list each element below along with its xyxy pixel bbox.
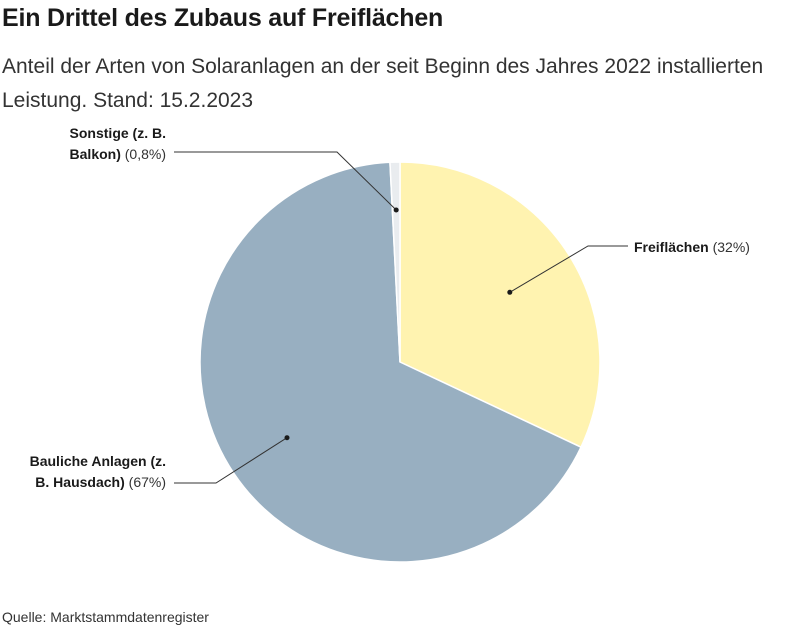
leader-dot-freiflächen: [507, 289, 513, 295]
chart-title: Ein Drittel des Zubaus auf Freiflächen: [2, 4, 444, 32]
slice-label-freiflächen: Freiflächen (32%): [634, 239, 750, 255]
slice-label-bauliche-anlagen-z-b-hausdach: B. Hausdach) (67%): [35, 474, 166, 490]
pie-slice-freiflächen: [399, 161, 601, 449]
slice-label-sonstige-z-b-balkon: Sonstige (z. B.: [70, 125, 166, 141]
leader-line-freiflächen: [509, 245, 628, 293]
pie-chart: Freiflächen (32%) Bauliche Anlagen (z. B. …: [30, 125, 750, 563]
leader-dot-bauliche-anlagen-z-b-hausdach: [284, 435, 290, 441]
slice-label-bauliche-anlagen-z-b-hausdach: Bauliche Anlagen (z.: [30, 453, 166, 469]
pie-leaders: [174, 151, 628, 484]
leader-line-sonstige-z-b-balkon: [174, 151, 397, 211]
pie-labels: Freiflächen (32%) Bauliche Anlagen (z. B. …: [30, 125, 750, 490]
slice-value-freiflächen: (32%): [709, 239, 750, 255]
leader-dot-sonstige-z-b-balkon: [393, 207, 399, 213]
pie-slice-bauliche-anlagen-z-b-hausdach: [199, 161, 582, 563]
chart-subtitle: Anteil der Arten von Solaranlagen an der…: [2, 55, 764, 112]
slice-value-sonstige-z-b-balkon: (0,8%): [121, 146, 166, 162]
slice-label-sonstige-z-b-balkon: Balkon) (0,8%): [70, 146, 166, 162]
source-note: Quelle: Marktstammdatenregister: [2, 609, 209, 625]
pie-slices: [199, 161, 601, 563]
slice-value-bauliche-anlagen-z-b-hausdach: (67%): [125, 474, 166, 490]
leader-line-bauliche-anlagen-z-b-hausdach: [174, 437, 288, 484]
